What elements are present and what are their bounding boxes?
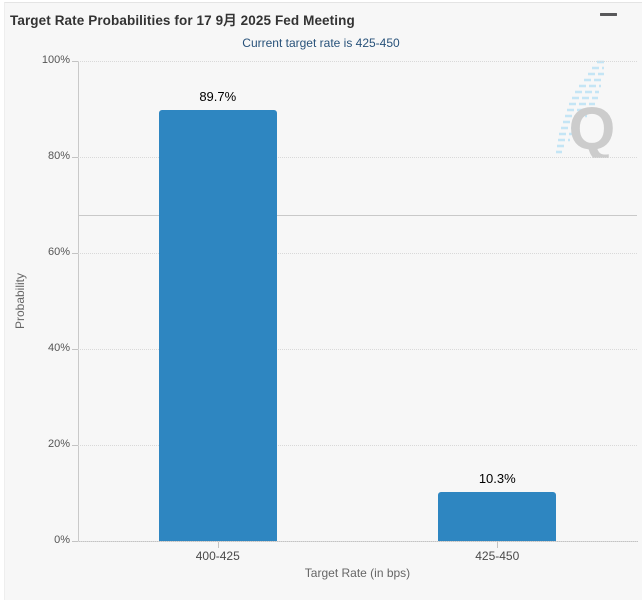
- chart-context-menu-button[interactable]: [598, 10, 620, 28]
- y-axis-title: Probability: [13, 272, 27, 330]
- quikstrike-q-logo: Q: [556, 60, 616, 158]
- bar-value-label: 10.3%: [478, 470, 516, 486]
- y-tick-label: 100%: [41, 54, 70, 66]
- y-gridline: [78, 445, 637, 446]
- y-axis-tick: [72, 253, 78, 254]
- y-gridline: [78, 349, 637, 350]
- y-axis-line: [78, 61, 79, 541]
- y-axis-tick: [72, 445, 78, 446]
- y-axis-tick: [72, 349, 78, 350]
- y-tick-label: 0%: [54, 534, 70, 546]
- y-tick-label: 40%: [47, 342, 70, 354]
- x-tick-label: 400-425: [195, 549, 240, 563]
- probability-bar[interactable]: [158, 110, 277, 541]
- y-axis-tick: [72, 157, 78, 158]
- y-gridline: [78, 61, 637, 62]
- svg-text:Q: Q: [569, 95, 616, 158]
- x-axis-tick: [217, 542, 219, 548]
- y-axis-tick: [72, 541, 78, 542]
- chart-subtitle: Current target rate is 425-450: [242, 36, 400, 50]
- y-tick-label: 60%: [47, 246, 70, 258]
- reference-line: [78, 214, 637, 216]
- y-gridline: [78, 541, 637, 542]
- chart-title: Target Rate Probabilities for 17 9月 2025…: [10, 13, 355, 28]
- y-gridline: [78, 157, 637, 158]
- y-gridline: [78, 253, 637, 254]
- x-axis-title: Target Rate (in bps): [304, 566, 411, 580]
- x-axis-tick: [497, 542, 499, 548]
- bar-value-label: 89.7%: [199, 89, 237, 105]
- probability-bar[interactable]: [438, 491, 557, 541]
- x-tick-label: 425-450: [475, 549, 520, 563]
- y-tick-label: 20%: [47, 438, 70, 450]
- y-axis-tick: [72, 61, 78, 62]
- y-tick-label: 80%: [47, 150, 70, 162]
